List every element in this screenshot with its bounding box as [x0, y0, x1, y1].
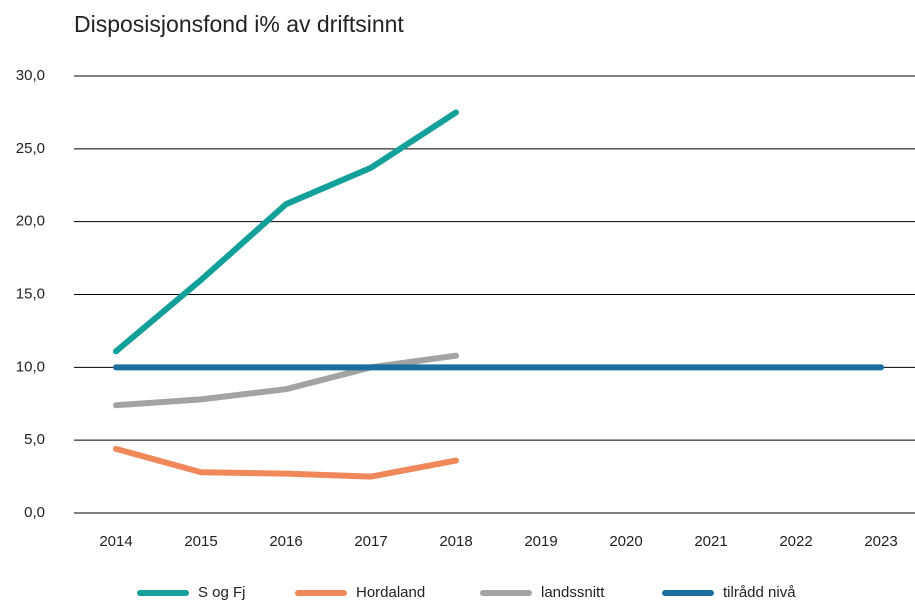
x-tick-label: 2020: [609, 533, 642, 550]
series-line: [113, 445, 459, 480]
x-tick-label: 2016: [269, 533, 302, 550]
x-tick-label: 2019: [524, 533, 557, 550]
legend-label: tilrådd nivå: [723, 584, 796, 601]
series-line: [113, 352, 459, 409]
x-tick-label: 2017: [354, 533, 387, 550]
legend-label: Hordaland: [356, 584, 425, 601]
chart-title: Disposisjonsfond i% av driftsinnt: [74, 11, 404, 37]
x-tick-label: 2021: [694, 533, 727, 550]
y-tick-label: 15,0: [16, 285, 45, 302]
series-line: [113, 109, 459, 355]
legend-label: landssnitt: [541, 584, 605, 601]
legend-label: S og Fj: [198, 584, 246, 601]
y-tick-label: 10,0: [16, 358, 45, 375]
x-tick-label: 2022: [779, 533, 812, 550]
x-tick-label: 2014: [99, 533, 132, 550]
y-tick-label: 20,0: [16, 213, 45, 230]
y-tick-label: 5,0: [24, 431, 45, 448]
x-tick-label: 2018: [439, 533, 472, 550]
y-tick-label: 0,0: [24, 504, 45, 521]
y-tick-label: 25,0: [16, 140, 45, 157]
y-tick-label: 30,0: [16, 67, 45, 84]
x-tick-label: 2015: [184, 533, 217, 550]
x-tick-label: 2023: [864, 533, 897, 550]
